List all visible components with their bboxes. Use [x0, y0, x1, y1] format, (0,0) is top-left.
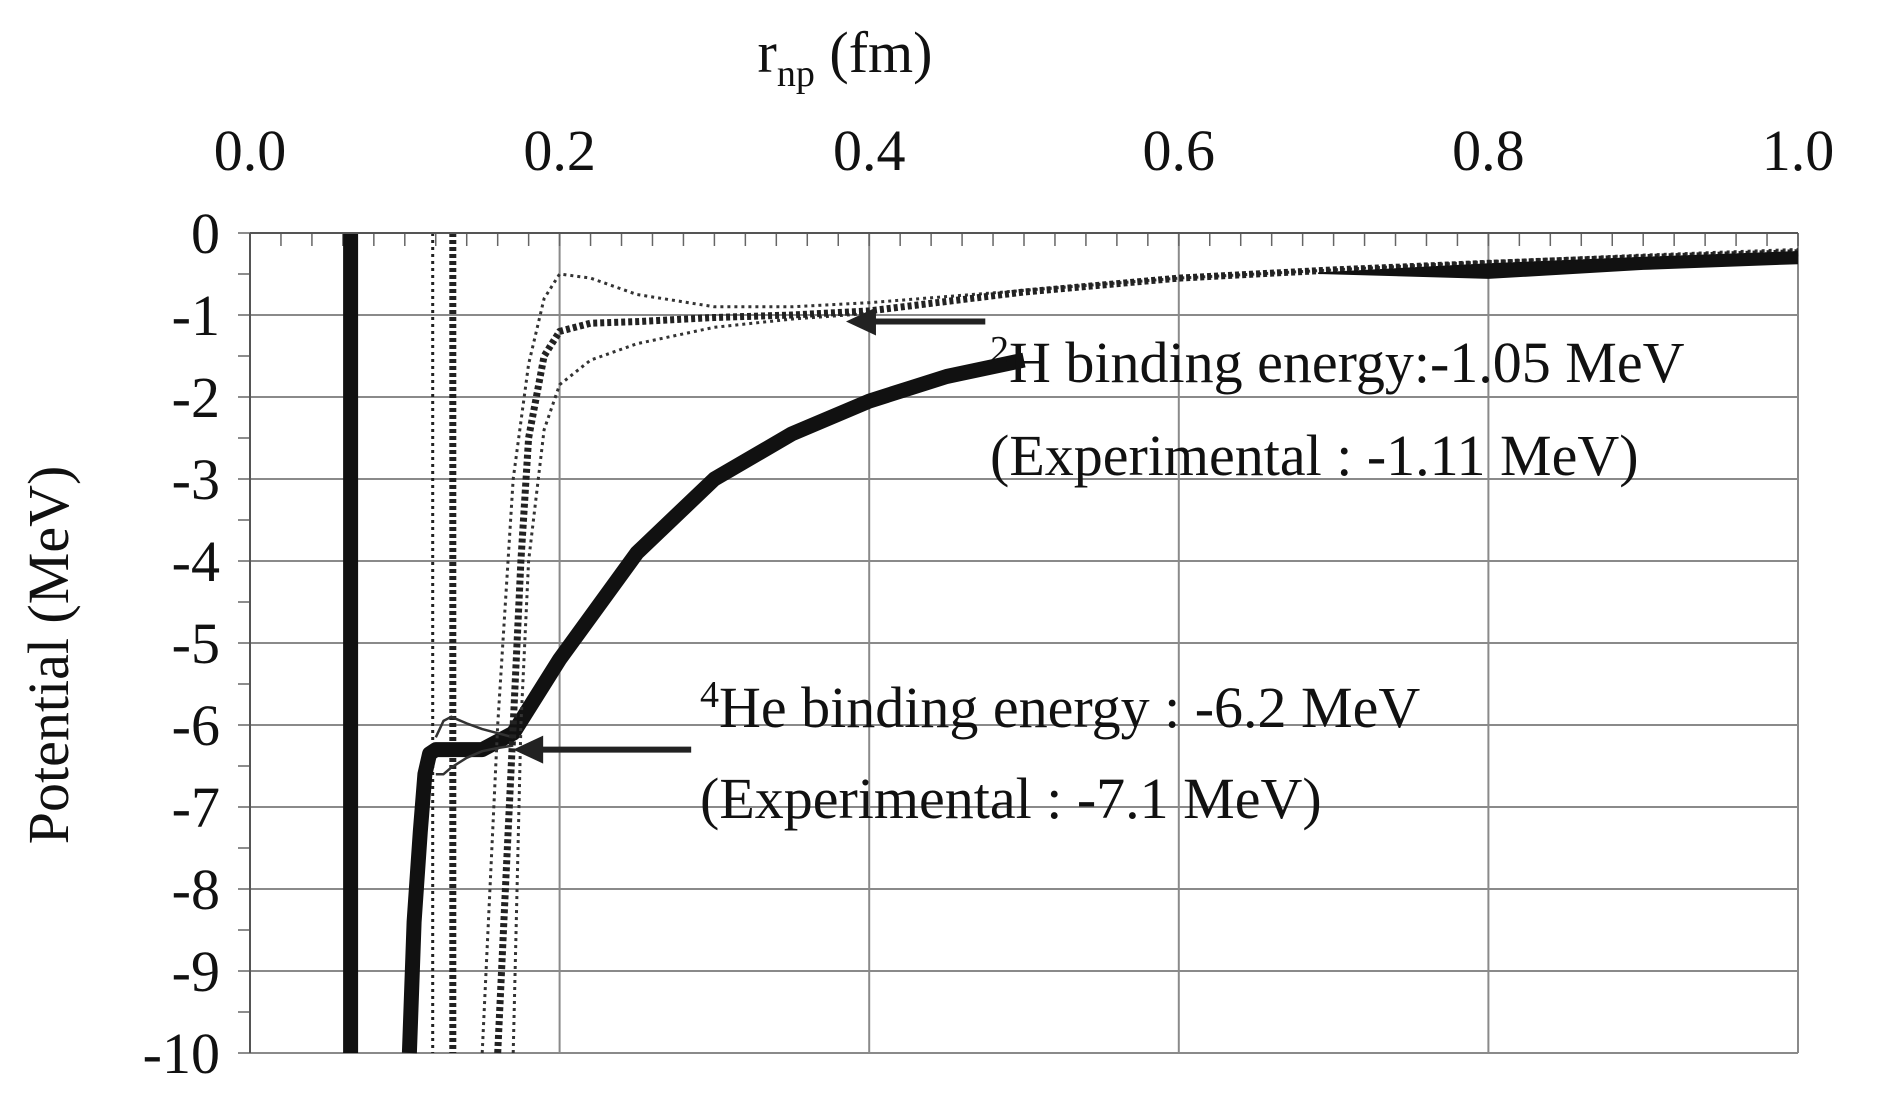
annotation-2h-line2: (Experimental : -1.11 MeV)	[990, 423, 1639, 488]
x-tick-label: 1.0	[1762, 118, 1835, 183]
x-axis-title-unit: (fm)	[815, 20, 933, 85]
series-band-9	[1318, 251, 1798, 279]
x-tick-label: 0.2	[523, 118, 596, 183]
x-axis-title-base: r	[758, 20, 777, 85]
grid	[249, 232, 1799, 1054]
y-tick-label: -1	[172, 283, 220, 348]
x-tick-label: 0.0	[214, 118, 287, 183]
y-tick-label: -3	[172, 447, 220, 512]
arrowhead-4he-icon	[513, 735, 544, 764]
x-tick-label: 0.4	[833, 118, 906, 183]
x-axis-title-subscript: np	[777, 53, 815, 95]
y-tick-label: -10	[143, 1021, 220, 1086]
x-tick-label: 0.8	[1452, 118, 1525, 183]
series-line-4	[434, 715, 514, 739]
x-tick-labels: 0.0 0.2 0.4 0.6 0.8 1.0	[214, 118, 1835, 183]
y-axis-title: Potential (MeV)	[16, 466, 81, 845]
annotation-4he-line1: 4He binding energy : -6.2 MeV	[700, 674, 1420, 740]
y-tick-label: -2	[172, 365, 220, 430]
x-tick-label: 0.6	[1143, 118, 1216, 183]
annotations: 2H binding energy:-1.05 MeV (Experimenta…	[513, 307, 1685, 831]
y-tick-label: 0	[191, 201, 220, 266]
series-line-8	[494, 249, 1799, 1054]
y-tick-label: -8	[172, 857, 220, 922]
minor-ticks	[238, 232, 1799, 1054]
annotation-2h-text: H binding energy:-1.05 MeV	[1009, 330, 1685, 395]
arrowhead-2h-icon	[845, 307, 876, 336]
annotation-4he-line2: (Experimental : -7.1 MeV)	[700, 766, 1322, 831]
series-line-5	[435, 744, 514, 776]
y-tick-label: -6	[172, 693, 220, 758]
y-tick-labels: 0 -1 -2 -3 -4 -5 -6 -7 -8 -9 -10	[143, 201, 220, 1086]
y-tick-label: -7	[172, 775, 220, 840]
series-line-3	[401, 352, 1026, 1054]
annotation-2h-line1: 2H binding energy:-1.05 MeV	[990, 329, 1685, 395]
y-tick-label: -9	[172, 939, 220, 1004]
y-tick-label: -4	[172, 529, 220, 594]
annotation-4he-superscript: 4	[700, 674, 719, 716]
series-group	[343, 233, 1799, 1054]
annotation-4he-text: He binding energy : -6.2 MeV	[719, 675, 1420, 740]
annotation-2h-superscript: 2	[990, 329, 1009, 371]
x-axis-title: rnp (fm)	[758, 20, 933, 95]
y-tick-label: -5	[172, 611, 220, 676]
